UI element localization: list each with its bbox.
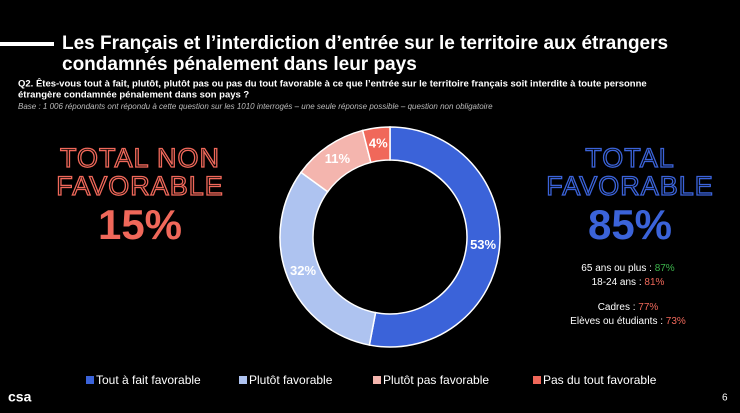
- legend-swatch: [373, 376, 381, 384]
- page-number: 6: [722, 393, 728, 404]
- title-line: condamnés pénalement dans leur pays: [62, 54, 417, 75]
- donut-segment: [361, 126, 391, 164]
- legend-label: Pas du tout favorable: [543, 373, 657, 387]
- value-label: 4%: [369, 136, 388, 151]
- title-line: Les Français et l’interdiction d’entrée …: [62, 33, 668, 54]
- legend-swatch: [86, 376, 94, 384]
- left-heading: TOTAL NON: [60, 143, 220, 173]
- left-heading: FAVORABLE: [56, 171, 224, 201]
- donut-segment: [279, 171, 377, 346]
- highlight: Elèves ou étudiants : 73%: [570, 316, 686, 327]
- logo: csa: [8, 389, 32, 405]
- question: étrangère condamnée pénalement dans son …: [18, 90, 249, 101]
- left-total: 15%: [98, 201, 182, 248]
- legend-label: Plutôt favorable: [249, 373, 333, 387]
- question: Q2. Êtes-vous tout à fait, plutôt, plutô…: [18, 78, 647, 90]
- right-heading: FAVORABLE: [546, 171, 714, 201]
- highlight: Cadres : 77%: [598, 302, 659, 313]
- value-label: 53%: [470, 237, 496, 252]
- value-label: 32%: [290, 263, 316, 278]
- legend-swatch: [239, 376, 247, 384]
- right-heading: TOTAL: [585, 143, 675, 173]
- legend-swatch: [533, 376, 541, 384]
- legend-label: Plutôt pas favorable: [383, 373, 489, 387]
- right-total: 85%: [588, 201, 672, 248]
- highlight: 65 ans ou plus : 87%: [581, 263, 675, 274]
- legend-label: Tout à fait favorable: [96, 373, 201, 387]
- highlight: 18-24 ans : 81%: [592, 277, 665, 288]
- base: Base : 1 006 répondants ont répondu à ce…: [18, 102, 493, 111]
- donut-segment: [368, 126, 501, 348]
- value-label: 11%: [325, 151, 351, 166]
